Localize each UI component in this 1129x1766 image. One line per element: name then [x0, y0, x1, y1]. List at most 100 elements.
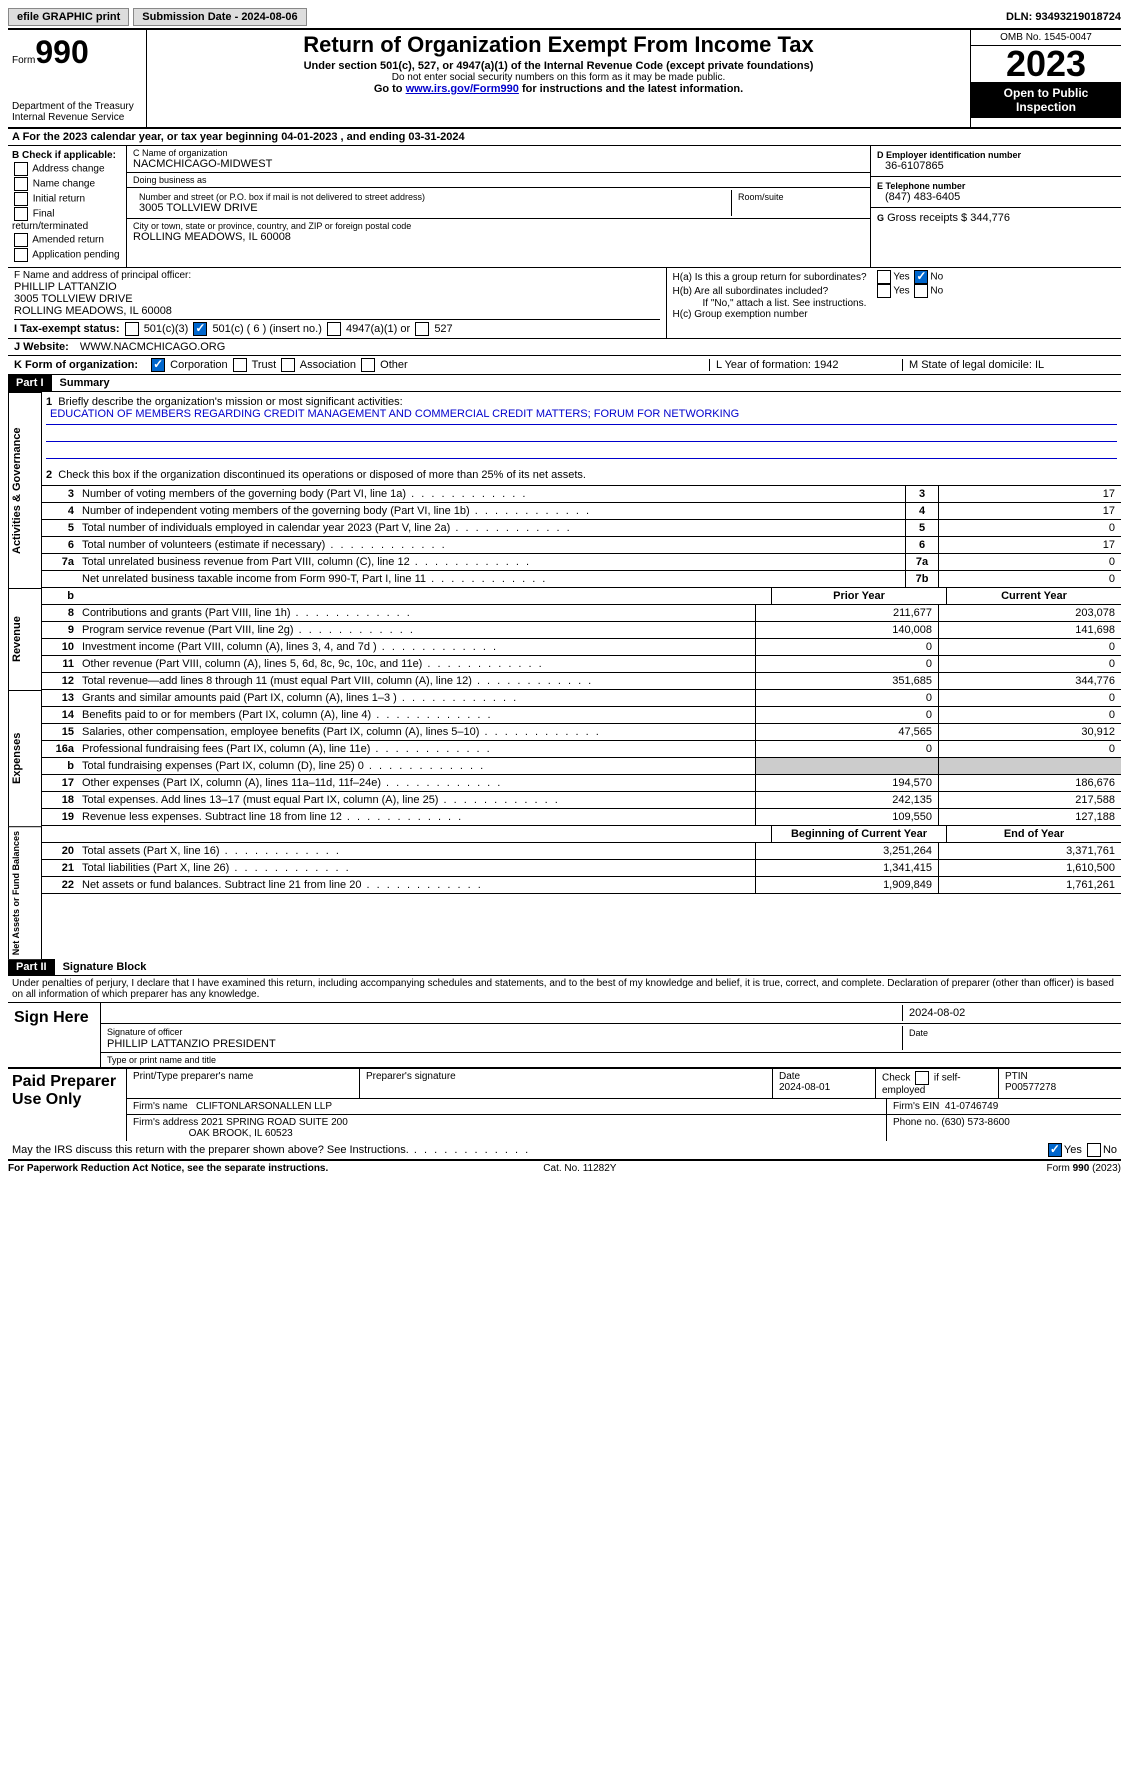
final-return-checkbox[interactable] [14, 207, 28, 221]
perjury-note: Under penalties of perjury, I declare th… [8, 976, 1121, 1003]
dln-label: DLN: 93493219018724 [1006, 11, 1121, 23]
sig-date: 2024-08-02 [902, 1005, 1115, 1021]
501c-checkbox[interactable] [193, 322, 207, 336]
ha-no-checkbox[interactable] [914, 270, 928, 284]
end-year-header: End of Year [946, 826, 1121, 842]
topbar: efile GRAPHIC print Submission Date - 20… [8, 8, 1121, 30]
sig-officer-label: Signature of officer [107, 1027, 182, 1037]
form-subtitle: Under section 501(c), 527, or 4947(a)(1)… [153, 60, 964, 72]
table-row: 3Number of voting members of the governi… [42, 486, 1121, 503]
section-deg: D Employer identification number 36-6107… [871, 146, 1121, 267]
501c3-checkbox[interactable] [125, 322, 139, 336]
hb-no-checkbox[interactable] [914, 284, 928, 298]
table-row: 13Grants and similar amounts paid (Part … [42, 690, 1121, 707]
other-checkbox[interactable] [361, 358, 375, 372]
trust-checkbox[interactable] [233, 358, 247, 372]
table-row: 5Total number of individuals employed in… [42, 520, 1121, 537]
mission-text: EDUCATION OF MEMBERS REGARDING CREDIT MA… [46, 408, 1117, 425]
table-row: 16aProfessional fundraising fees (Part I… [42, 741, 1121, 758]
table-row: 19Revenue less expenses. Subtract line 1… [42, 809, 1121, 826]
table-row: 17Other expenses (Part IX, column (A), l… [42, 775, 1121, 792]
527-checkbox[interactable] [415, 322, 429, 336]
address-change-checkbox[interactable] [14, 162, 28, 176]
table-row: 14Benefits paid to or for members (Part … [42, 707, 1121, 724]
form-footer: Form 990 (2023) [1047, 1163, 1121, 1174]
assoc-checkbox[interactable] [281, 358, 295, 372]
begin-year-header: Beginning of Current Year [771, 826, 946, 842]
prep-sig-header: Preparer's signature [360, 1069, 773, 1098]
firm-addr1: 2021 SPRING ROAD SUITE 200 [201, 1117, 348, 1128]
paid-preparer-label: Paid Preparer Use Only [8, 1069, 127, 1141]
officer-label: F Name and address of principal officer: [14, 270, 660, 281]
table-row: 20Total assets (Part X, line 16)3,251,26… [42, 843, 1121, 860]
firm-phone: (630) 573-8600 [941, 1117, 1009, 1128]
street-value: 3005 TOLLVIEW DRIVE [139, 202, 725, 214]
table-row: 15Salaries, other compensation, employee… [42, 724, 1121, 741]
ein-label: D Employer identification number [877, 150, 1115, 160]
initial-return-checkbox[interactable] [14, 192, 28, 206]
dba-label: Doing business as [133, 175, 864, 185]
submission-date: Submission Date - 2024-08-06 [133, 8, 306, 26]
officer-sig-name: PHILLIP LATTANZIO PRESIDENT [107, 1038, 276, 1050]
corp-checkbox[interactable] [151, 358, 165, 372]
website-value: WWW.NACMCHICAGO.ORG [80, 341, 225, 353]
form-header: Form 990 Department of the Treasury Inte… [8, 30, 1121, 129]
table-row: Net unrelated business taxable income fr… [42, 571, 1121, 588]
g-label: G [877, 213, 884, 223]
form-number: 990 [35, 34, 88, 71]
sig-date-label: Date [902, 1026, 1115, 1050]
part2-num: Part II [8, 959, 55, 975]
officer-addr1: 3005 TOLLVIEW DRIVE [14, 293, 660, 305]
table-row: 21Total liabilities (Part X, line 26)1,3… [42, 860, 1121, 877]
part2-bar: Part II Signature Block [8, 959, 1121, 976]
open-to-public: Open to Public Inspection [971, 82, 1121, 118]
mission-label: Briefly describe the organization's miss… [58, 396, 402, 408]
section-a-tax-year: A For the 2023 calendar year, or tax yea… [8, 129, 1121, 146]
tax-year: 2023 [971, 46, 1121, 82]
hb-label: H(b) Are all subordinates included? [673, 286, 873, 297]
discontinued-label: Check this box if the organization disco… [58, 469, 586, 481]
year-formation: L Year of formation: 1942 [709, 359, 902, 371]
self-employed-checkbox[interactable] [915, 1071, 929, 1085]
org-name-label: C Name of organization [133, 148, 864, 158]
form-title: Return of Organization Exempt From Incom… [153, 32, 964, 58]
footer: For Paperwork Reduction Act Notice, see … [8, 1161, 1121, 1174]
ha-label: H(a) Is this a group return for subordin… [673, 272, 873, 283]
vtab-revenue: Revenue [8, 588, 42, 690]
table-row: 4Number of independent voting members of… [42, 503, 1121, 520]
4947-checkbox[interactable] [327, 322, 341, 336]
section-fh: F Name and address of principal officer:… [8, 268, 1121, 339]
table-row: 9Program service revenue (Part VIII, lin… [42, 622, 1121, 639]
cat-no: Cat. No. 11282Y [543, 1163, 616, 1174]
amended-return-checkbox[interactable] [14, 233, 28, 247]
discuss-label: May the IRS discuss this return with the… [12, 1144, 530, 1156]
vtab-activities: Activities & Governance [8, 392, 42, 588]
ssn-warning: Do not enter social security numbers on … [153, 72, 964, 83]
discuss-yes-checkbox[interactable] [1048, 1143, 1062, 1157]
table-row: 22Net assets or fund balances. Subtract … [42, 877, 1121, 894]
hb-yes-checkbox[interactable] [877, 284, 891, 298]
table-row: 12Total revenue—add lines 8 through 11 (… [42, 673, 1121, 690]
form-label: Form [12, 55, 35, 66]
table-row: 8Contributions and grants (Part VIII, li… [42, 605, 1121, 622]
state-domicile: M State of legal domicile: IL [902, 359, 1115, 371]
vtab-expenses: Expenses [8, 690, 42, 826]
paperwork-notice: For Paperwork Reduction Act Notice, see … [8, 1163, 328, 1174]
mission-line3 [46, 442, 1117, 459]
app-pending-checkbox[interactable] [14, 248, 28, 262]
efile-print-button[interactable]: efile GRAPHIC print [8, 8, 129, 26]
ha-yes-checkbox[interactable] [877, 270, 891, 284]
instructions-link-row: Go to www.irs.gov/Form990 for instructio… [153, 83, 964, 95]
city-label: City or town, state or province, country… [133, 221, 864, 231]
hc-label: H(c) Group exemption number [673, 309, 1115, 320]
ein-value: 36-6107865 [877, 160, 1115, 172]
sign-here-label: Sign Here [8, 1003, 101, 1067]
prep-date: 2024-08-01 [779, 1082, 830, 1093]
discuss-row: May the IRS discuss this return with the… [8, 1141, 1121, 1161]
form990-link[interactable]: www.irs.gov/Form990 [406, 83, 519, 95]
name-change-checkbox[interactable] [14, 177, 28, 191]
na-header-row: Beginning of Current Year End of Year [42, 826, 1121, 843]
street-label: Number and street (or P.O. box if mail i… [139, 192, 725, 202]
gross-receipts: Gross receipts $ 344,776 [887, 212, 1010, 224]
discuss-no-checkbox[interactable] [1087, 1143, 1101, 1157]
